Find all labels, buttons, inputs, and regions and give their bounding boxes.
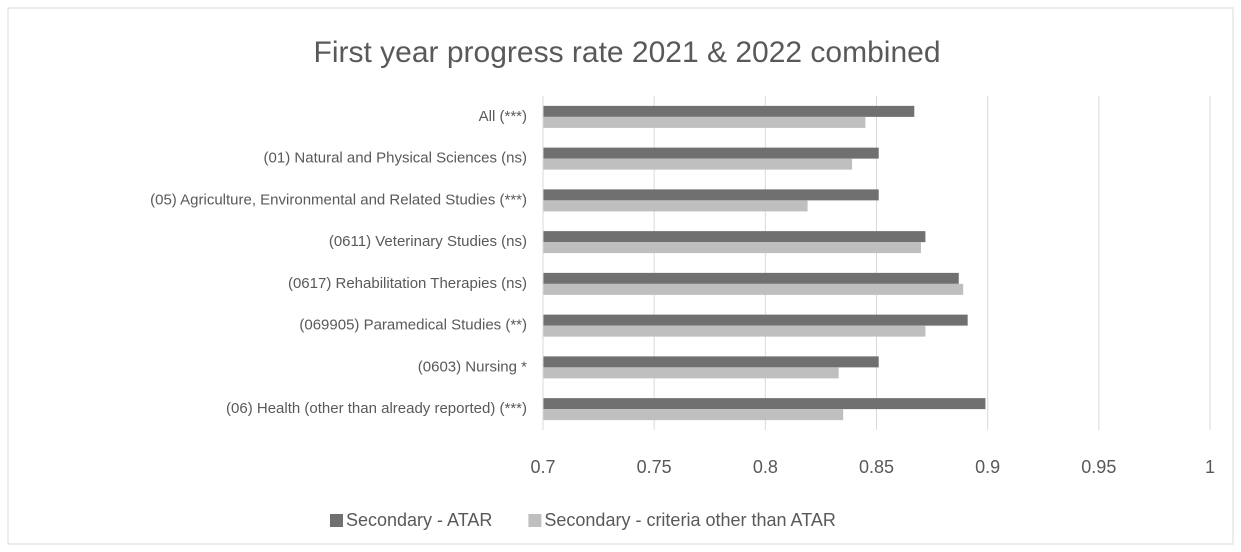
bar	[543, 231, 926, 243]
bar	[543, 147, 879, 159]
bar	[543, 356, 879, 368]
legend-swatch	[528, 514, 542, 527]
bar	[543, 283, 964, 295]
x-tick-label: 0.75	[637, 457, 672, 477]
y-tick-label: (06) Health (other than already reported…	[226, 400, 527, 417]
y-tick-label: (0603) Nursing *	[418, 358, 527, 375]
x-tick-label: 0.95	[1081, 457, 1116, 477]
y-tick-label: (0611) Veterinary Studies (ns)	[329, 233, 527, 250]
legend-swatch	[330, 514, 343, 527]
x-tick-label: 0.9	[975, 457, 1000, 477]
y-tick-label: (069905) Paramedical Studies (**)	[299, 317, 527, 334]
y-tick-label: (05) Agriculture, Environmental and Rela…	[150, 191, 527, 208]
x-tick-label: 1	[1205, 457, 1215, 477]
y-tick-label: (0617) Rehabilitation Therapies (ns)	[288, 275, 527, 292]
y-tick-label: All (***)	[479, 108, 527, 125]
x-tick-label: 0.7	[530, 457, 555, 477]
chart-title: First year progress rate 2021 & 2022 com…	[314, 36, 941, 69]
bar	[543, 325, 926, 337]
x-tick-label: 0.85	[859, 457, 894, 477]
bar	[543, 116, 866, 128]
bar	[543, 398, 986, 410]
bar	[543, 409, 844, 421]
bar	[543, 242, 921, 254]
legend-label: Secondary - ATAR	[346, 510, 492, 530]
x-tick-label: 0.8	[753, 457, 778, 477]
legend-label: Secondary - criteria other than ATAR	[544, 510, 835, 530]
bar	[543, 200, 808, 212]
bar	[543, 189, 879, 201]
y-tick-label: (01) Natural and Physical Sciences (ns)	[264, 150, 527, 167]
bar	[543, 105, 915, 117]
bar	[543, 158, 853, 170]
bar	[543, 272, 959, 284]
bar	[543, 314, 968, 326]
bar	[543, 367, 839, 379]
